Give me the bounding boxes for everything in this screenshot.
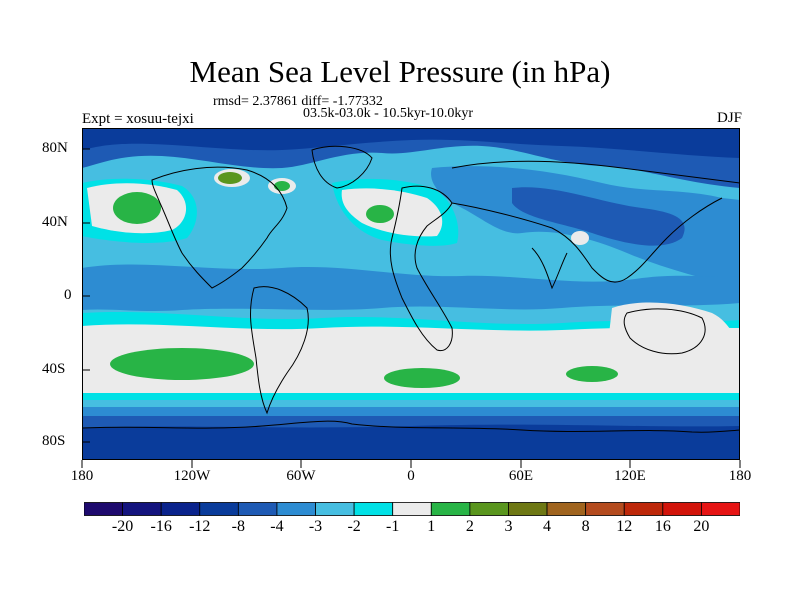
colorbar-swatch — [662, 502, 702, 516]
period-label: 03.5k-03.0k - 10.5kyr-10.0kyr — [303, 106, 474, 121]
colorbar-swatch — [546, 502, 587, 516]
colorbar-label: -12 — [189, 518, 211, 535]
colorbar-label: 20 — [693, 518, 710, 535]
map-frame — [82, 128, 740, 460]
colorbar-swatch — [392, 502, 432, 516]
colorbar-swatch — [430, 502, 471, 516]
colorbar-swatch — [276, 502, 316, 516]
colorbar-swatch — [353, 502, 394, 516]
colorbar-swatch — [585, 502, 625, 516]
colorbar — [84, 502, 740, 516]
colorbar-label: -3 — [308, 518, 323, 535]
colorbar-swatch — [623, 502, 664, 516]
colorbar-label: -1 — [386, 518, 400, 535]
x-tick-0: 0 — [407, 468, 415, 484]
y-tick-80n: 80N — [42, 140, 68, 156]
colorbar-label: -20 — [111, 518, 134, 535]
colorbar-label: -4 — [270, 518, 284, 535]
colorbar-swatch — [84, 502, 123, 516]
x-tick-180w: 180 — [70, 468, 94, 484]
colorbar-swatch — [237, 502, 278, 516]
x-tick-120e: 120E — [614, 468, 646, 484]
x-tick-60e: 60E — [508, 468, 534, 484]
y-tick-40n: 40N — [42, 214, 68, 230]
axis-ticks — [81, 148, 741, 468]
colorbar-label: 3 — [504, 518, 513, 535]
coastlines — [82, 145, 740, 433]
experiment-label: Expt = xosuu-tejxi — [82, 111, 194, 127]
colorbar-label: 4 — [543, 518, 552, 535]
y-tick-0: 0 — [64, 287, 72, 303]
plot-title: Mean Sea Level Pressure (in hPa) — [189, 54, 611, 89]
colorbar-label: 12 — [616, 518, 633, 535]
colorbar-label: 16 — [654, 518, 671, 535]
colorbar-swatch — [160, 502, 201, 516]
stats-label: rmsd= 2.37861 diff= -1.77332 — [213, 94, 383, 109]
colorbar-label: -8 — [231, 518, 246, 535]
colorbar-swatch — [315, 502, 355, 516]
y-tick-80s: 80S — [42, 433, 66, 449]
y-tick-40s: 40S — [42, 361, 66, 377]
x-tick-180e: 180 — [728, 468, 752, 484]
colorbar-swatch — [508, 502, 548, 516]
colorbar-swatch — [122, 502, 162, 516]
x-tick-120w: 120W — [173, 468, 211, 484]
colorbar-swatch — [701, 502, 740, 516]
colorbar-label: 8 — [581, 518, 590, 535]
colorbar-label: 2 — [465, 518, 474, 535]
contour-fill — [82, 128, 740, 460]
colorbar-label: -16 — [150, 518, 172, 535]
season-label: DJF — [716, 110, 742, 126]
colorbar-swatch — [199, 502, 239, 516]
colorbar-label: 1 — [427, 518, 436, 535]
colorbar-label: -2 — [347, 518, 361, 535]
x-tick-60w: 60W — [286, 468, 316, 484]
colorbar-swatch — [469, 502, 509, 516]
pressure-map — [82, 128, 740, 460]
